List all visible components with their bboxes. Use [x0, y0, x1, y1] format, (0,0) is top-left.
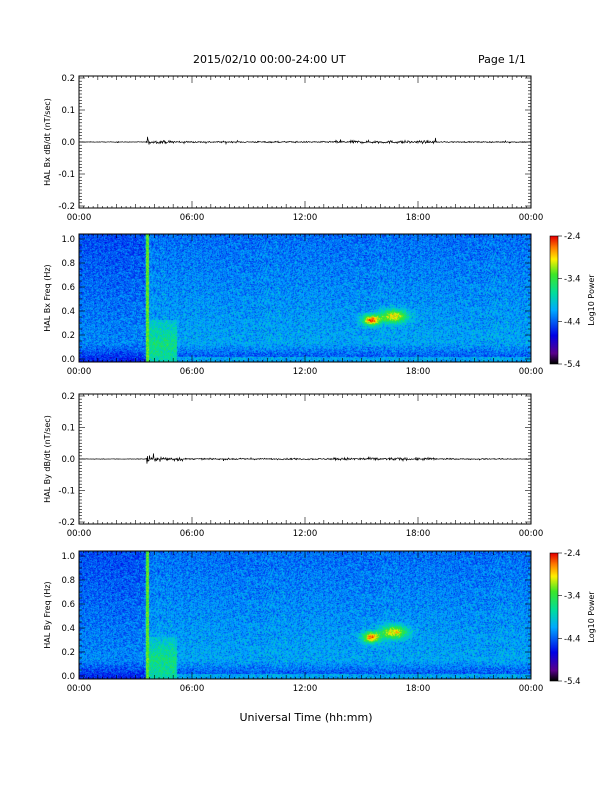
bx-dbdt-ytick-label: -0.2	[58, 202, 75, 212]
by-dbdt-ylabel: HAL By dB/dt (nT/sec)	[43, 415, 52, 503]
by-freq-xtick-label: 00:00	[67, 684, 92, 694]
bx-dbdt-ytick-label: 0.1	[61, 106, 75, 116]
page-number: Page 1/1	[478, 53, 526, 66]
bx-freq-ytick-label: 0.6	[61, 283, 75, 293]
bx-freq-xtick-label: 18:00	[406, 367, 431, 377]
bx-spectrogram-image	[79, 234, 531, 362]
bx-freq-ytick-label: 1.0	[61, 235, 75, 245]
bx-dbdt-xtick-label: 06:00	[180, 213, 205, 223]
bx-freq-colorbar-tick-label: -4.4	[564, 317, 581, 327]
bx-freq-ytick-label: 0.0	[61, 355, 75, 365]
x-axis-title: Universal Time (hh:mm)	[239, 711, 373, 724]
by-freq-ytick-label: 0.0	[61, 672, 75, 682]
by-freq-colorbar-tick-label: -5.4	[564, 677, 581, 687]
bx-dbdt-ytick-label: 0.0	[61, 138, 75, 148]
by-freq-ytick-label: 0.2	[61, 648, 75, 658]
by-freq-frame	[78, 550, 532, 680]
bx-freq-colorbar-label: Log10 Power	[587, 274, 596, 326]
by-freq-colorbar-tick-label: -3.4	[564, 592, 581, 602]
by-dbdt-ytick-label: -0.2	[58, 518, 75, 528]
bx-freq-colorbar-tick-label: -5.4	[564, 360, 581, 370]
by-freq-ytick-label: 0.6	[61, 600, 75, 610]
bx-freq-frame	[78, 233, 532, 363]
by-colorbar	[550, 553, 558, 681]
by-freq-xtick-label: 00:00	[519, 684, 544, 694]
bx-freq-ylabel: HAL Bx Freq (Hz)	[43, 264, 52, 331]
bx-freq-xtick-label: 06:00	[180, 367, 205, 377]
by-dbdt-ytick-label: 0.0	[61, 455, 75, 465]
bx-freq-xtick-label: 00:00	[67, 367, 92, 377]
by-freq-ylabel: HAL By Freq (Hz)	[43, 581, 52, 648]
by-freq-colorbar-frame	[549, 552, 559, 682]
bx-dbdt-xtick-label: 00:00	[519, 213, 544, 223]
bx-freq-colorbar-tick-label: -2.4	[564, 232, 581, 242]
bx-freq-xtick-label: 12:00	[293, 367, 318, 377]
by-freq-xtick-label: 06:00	[180, 684, 205, 694]
bx-freq-colorbar-tick-label: -3.4	[564, 275, 581, 285]
bx-dbdt-xtick-label: 12:00	[293, 213, 318, 223]
by-dbdt-xtick-label: 00:00	[519, 529, 544, 539]
by-dbdt-xtick-label: 18:00	[406, 529, 431, 539]
bx-freq-xtick-label: 00:00	[519, 367, 544, 377]
by-freq-colorbar-tick-label: -4.4	[564, 634, 581, 644]
bx-dbdt-xtick-label: 00:00	[67, 213, 92, 223]
by-freq-xtick-label: 12:00	[293, 684, 318, 694]
bx-colorbar	[550, 236, 558, 364]
bx-dbdt-xtick-label: 18:00	[406, 213, 431, 223]
by-dbdt-trace	[78, 453, 532, 464]
by-dbdt-xtick-label: 06:00	[180, 529, 205, 539]
date-range-title: 2015/02/10 00:00-24:00 UT	[193, 53, 346, 66]
by-dbdt-xtick-label: 00:00	[67, 529, 92, 539]
by-freq-colorbar-label: Log10 Power	[587, 591, 596, 643]
bx-freq-ytick-label: 0.4	[61, 307, 75, 317]
bx-dbdt-ytick-label: -0.1	[58, 170, 75, 180]
bx-freq-colorbar-frame	[549, 235, 559, 365]
by-dbdt-xtick-label: 12:00	[293, 529, 318, 539]
by-freq-ytick-label: 0.8	[61, 576, 75, 586]
by-freq-ytick-label: 0.4	[61, 624, 75, 634]
by-freq-colorbar-tick-label: -2.4	[564, 549, 581, 559]
bx-dbdt-trace	[78, 136, 532, 146]
by-freq-xtick-label: 18:00	[406, 684, 431, 694]
bx-freq-ytick-label: 0.8	[61, 259, 75, 269]
by-spectrogram-image	[79, 551, 531, 679]
by-dbdt-ytick-label: -0.1	[58, 487, 75, 497]
by-dbdt-ytick-label: 0.1	[61, 424, 75, 434]
by-freq-ytick-label: 1.0	[61, 552, 75, 562]
bx-freq-ytick-label: 0.2	[61, 331, 75, 341]
bx-dbdt-ylabel: HAL Bx dB/dt (nT/sec)	[43, 98, 52, 186]
by-dbdt-ytick-label: 0.2	[61, 392, 75, 402]
bx-dbdt-ytick-label: 0.2	[61, 74, 75, 84]
